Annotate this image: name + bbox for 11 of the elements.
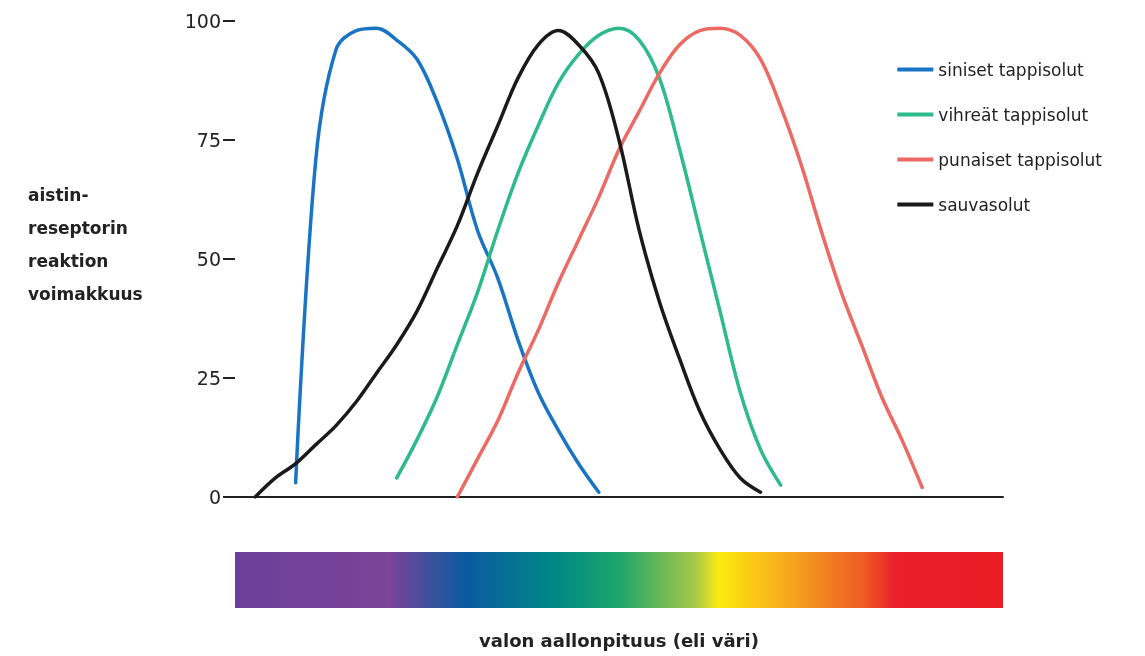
y-tick-label: 100 (184, 10, 221, 32)
y-tick-label: 0 (208, 486, 221, 508)
legend-label: vihreät tappisolut (938, 104, 1089, 125)
y-tick-label: 25 (196, 367, 221, 389)
y-axis-title: aistin- reseptorin reaktion voimakkuus (28, 184, 143, 304)
y-tick-label: 50 (196, 248, 221, 270)
legend-label: siniset tappisolut (938, 59, 1084, 80)
legend-label: sauvasolut (938, 194, 1031, 215)
y-tick-label: 75 (196, 129, 221, 151)
text: valon aallonpituus (eli väri) (478, 630, 760, 651)
legend-label: punaiset tappisolut (938, 149, 1103, 170)
